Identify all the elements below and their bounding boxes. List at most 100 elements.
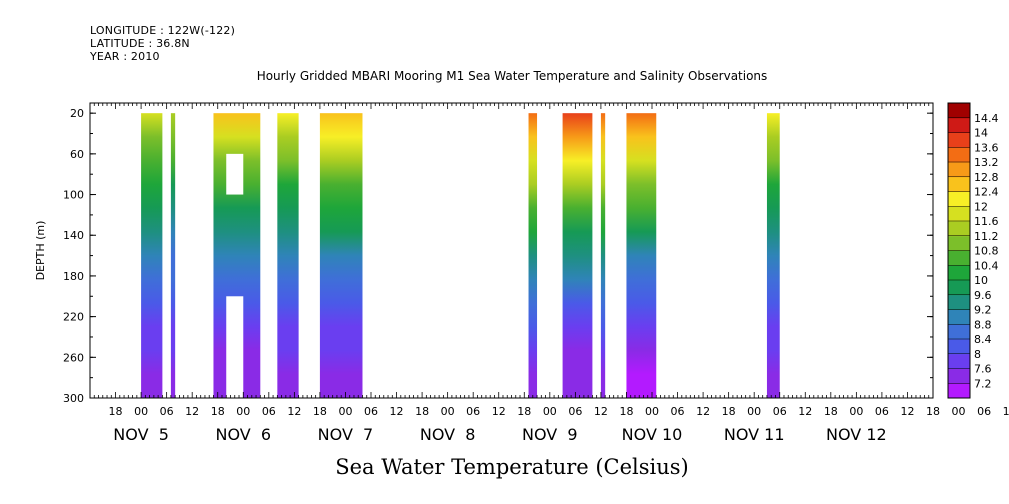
- data-segment: [600, 113, 606, 398]
- year-label: YEAR : 2010: [90, 50, 160, 63]
- x-tick-label: 00: [952, 405, 966, 418]
- colorbar-label: 12.8: [974, 171, 999, 184]
- x-tick-label: 18: [722, 405, 736, 418]
- x-tick-label: 06: [466, 405, 480, 418]
- y-tick-label: 20: [70, 107, 84, 120]
- x-tick-label: 18: [415, 405, 429, 418]
- colorbar: 7.27.688.48.89.29.61010.410.811.211.6121…: [947, 102, 999, 399]
- colorbar-label: 8.4: [974, 333, 992, 346]
- colorbar-swatch: [948, 103, 970, 119]
- colorbar-label: 7.2: [974, 377, 992, 390]
- colorbar-label: 13.6: [974, 141, 999, 154]
- x-day-label: NOV 12: [826, 425, 887, 444]
- x-tick-label: 12: [185, 405, 199, 418]
- colorbar-swatch: [948, 147, 970, 163]
- y-tick-label: 60: [70, 148, 84, 161]
- data-segment: [528, 113, 538, 398]
- x-day-label: NOV 5: [113, 425, 169, 444]
- x-day-label: NOV 11: [724, 425, 785, 444]
- colorbar-title: Sea Water Temperature (Celsius): [335, 455, 689, 479]
- axes: 20 60 100 140 180 220 260 300 18 00 06 12 18 00 06 12 18…: [63, 103, 1009, 444]
- x-tick-label: 18: [211, 405, 225, 418]
- x-tick-label: 00: [747, 405, 761, 418]
- x-tick-label: 12: [798, 405, 812, 418]
- x-tick-label: 18: [313, 405, 327, 418]
- colorbar-label: 11.6: [974, 215, 999, 228]
- colorbar-label: 9.2: [974, 304, 992, 317]
- x-tick-label: 06: [977, 405, 991, 418]
- x-tick-label: 06: [671, 405, 685, 418]
- colorbar-label: 14: [974, 127, 988, 140]
- x-tick-label: 00: [236, 405, 250, 418]
- colorbar-label: 12: [974, 200, 988, 213]
- colorbar-label: 14.4: [974, 112, 999, 125]
- y-tick-label: 140: [63, 229, 84, 242]
- x-day-label: NOV 8: [420, 425, 476, 444]
- x-tick-label: 06: [364, 405, 378, 418]
- colorbar-swatch: [948, 235, 970, 251]
- colorbar-swatch: [948, 132, 970, 148]
- latitude-label: LATITUDE : 36.8N: [90, 37, 190, 50]
- colorbar-label: 7.6: [974, 363, 992, 376]
- x-tick-label: 18: [109, 405, 123, 418]
- x-tick-label: 00: [645, 405, 659, 418]
- colorbar-swatch: [948, 368, 970, 384]
- colorbar-label: 10.4: [974, 259, 999, 272]
- colorbar-swatch: [948, 324, 970, 340]
- x-tick-label: 06: [773, 405, 787, 418]
- colorbar-label: 10.8: [974, 245, 999, 258]
- x-tick-label: 18: [926, 405, 940, 418]
- data-gap: [226, 153, 244, 195]
- y-tick-label: 180: [63, 270, 84, 283]
- colorbar-label: 11.2: [974, 230, 999, 243]
- colorbar-label: 9.6: [974, 289, 992, 302]
- colorbar-swatch: [948, 353, 970, 369]
- x-tick-label: 12: [696, 405, 710, 418]
- colorbar-swatch: [948, 250, 970, 266]
- x-tick-label: 12: [492, 405, 506, 418]
- x-tick-label: 06: [875, 405, 889, 418]
- colorbar-swatch: [948, 206, 970, 222]
- y-tick-label: 300: [63, 392, 84, 405]
- colorbar-swatch: [948, 191, 970, 207]
- y-tick-label: 260: [63, 351, 84, 364]
- x-tick-label: 06: [160, 405, 174, 418]
- colorbar-label: 8: [974, 348, 981, 361]
- data-segments: [141, 113, 780, 398]
- colorbar-label: 13.2: [974, 156, 999, 169]
- x-tick-label: 00: [543, 405, 557, 418]
- colorbar-swatch: [948, 265, 970, 281]
- data-segment: [319, 113, 363, 398]
- data-segment: [141, 113, 163, 398]
- colorbar-label: 8.8: [974, 318, 992, 331]
- colorbar-swatch: [948, 221, 970, 237]
- colorbar-swatch: [948, 280, 970, 296]
- data-gap: [226, 296, 244, 398]
- x-tick-label: 12: [390, 405, 404, 418]
- data-segment: [766, 113, 780, 398]
- x-tick-label: 00: [441, 405, 455, 418]
- colorbar-swatch: [948, 294, 970, 310]
- x-day-label: NOV 6: [215, 425, 271, 444]
- colorbar-swatch: [948, 339, 970, 355]
- x-tick-label: 12: [900, 405, 914, 418]
- x-tick-label: 12: [1003, 405, 1009, 418]
- colorbar-swatch: [948, 309, 970, 325]
- colorbar-swatch: [948, 383, 970, 399]
- x-day-label: NOV 9: [522, 425, 578, 444]
- colorbar-label: 12.4: [974, 186, 999, 199]
- x-day-label: NOV 10: [622, 425, 683, 444]
- x-tick-label: 18: [619, 405, 633, 418]
- x-tick-label: 06: [568, 405, 582, 418]
- colorbar-label: 10: [974, 274, 988, 287]
- x-tick-label: 00: [849, 405, 863, 418]
- x-tick-label: 12: [594, 405, 608, 418]
- y-tick-label: 100: [63, 189, 84, 202]
- x-tick-label: 00: [338, 405, 352, 418]
- x-tick-label: 00: [134, 405, 148, 418]
- x-tick-label: 18: [517, 405, 531, 418]
- colorbar-swatch: [948, 117, 970, 133]
- data-segment: [277, 113, 299, 398]
- x-day-label: NOV 7: [318, 425, 374, 444]
